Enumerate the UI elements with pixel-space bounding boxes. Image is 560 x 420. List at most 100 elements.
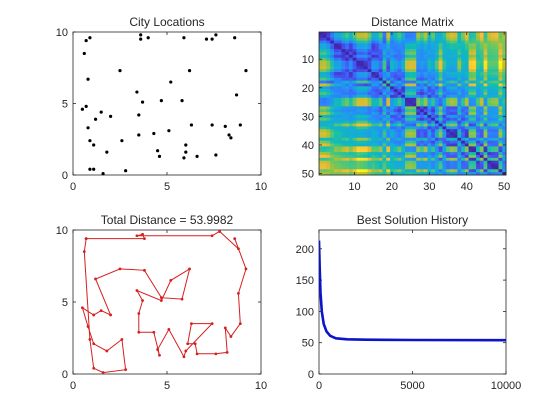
heatmap-cell — [393, 97, 398, 102]
y-tick-label: 150 — [296, 275, 314, 287]
heatmap-cell — [356, 114, 361, 119]
heatmap-cell — [431, 37, 436, 41]
heatmap-cell — [423, 43, 428, 47]
heatmap-cell — [431, 166, 436, 170]
heatmap-cell — [345, 69, 350, 73]
heatmap-cell — [464, 40, 469, 44]
heatmap-cell — [333, 34, 339, 39]
heatmap-cell — [363, 152, 369, 156]
heatmap-cell — [464, 137, 469, 142]
heatmap-cell — [468, 49, 473, 53]
heatmap-cell — [333, 63, 339, 67]
heatmap-cell — [446, 117, 451, 122]
heatmap-cell — [416, 83, 421, 87]
heatmap-cell — [453, 140, 458, 144]
heatmap-cell — [341, 114, 346, 119]
heatmap-cell — [479, 154, 484, 159]
heatmap-cell — [431, 57, 436, 61]
heatmap-cell — [390, 72, 395, 76]
heatmap-cell — [498, 166, 503, 170]
heatmap-cell — [502, 60, 507, 64]
heatmap-cell — [345, 106, 350, 110]
heatmap-cell — [363, 97, 369, 102]
heatmap-cell — [431, 163, 436, 167]
city-point — [99, 110, 103, 114]
heatmap-cell — [382, 137, 387, 142]
heatmap-cell — [326, 69, 331, 73]
heatmap-cell — [337, 32, 342, 36]
heatmap-cell — [326, 129, 331, 133]
heatmap-cell — [352, 100, 357, 104]
heatmap-cell — [390, 97, 395, 102]
heatmap-cell — [319, 117, 324, 122]
heatmap-cell — [453, 49, 458, 53]
heatmap-cell — [401, 152, 406, 156]
heatmap-cell — [375, 46, 380, 50]
heatmap-cell — [449, 157, 455, 162]
heatmap-cell — [326, 112, 331, 116]
heatmap-cell — [434, 80, 440, 84]
heatmap-cell — [375, 137, 380, 142]
heatmap-cell — [419, 160, 425, 164]
route-point — [238, 322, 242, 325]
heatmap-cell — [461, 166, 466, 170]
heatmap-cell — [356, 60, 361, 64]
heatmap-cell — [375, 32, 380, 36]
heatmap-cell — [386, 63, 391, 67]
heatmap-cell — [494, 169, 499, 173]
heatmap-cell — [337, 49, 342, 53]
heatmap-cell — [375, 112, 380, 116]
heatmap-cell — [434, 140, 440, 144]
heatmap-cell — [319, 72, 324, 76]
heatmap-cell — [330, 60, 335, 64]
heatmap-cell — [416, 63, 421, 67]
heatmap-cell — [393, 169, 398, 173]
heatmap-cell — [457, 129, 462, 133]
heatmap-cell — [337, 80, 342, 84]
heatmap-cell — [397, 137, 402, 142]
heatmap-cell — [502, 80, 507, 84]
heatmap-cell — [487, 143, 492, 147]
heatmap-cell — [423, 89, 428, 93]
heatmap-cell — [393, 137, 398, 142]
heatmap-cell — [352, 169, 357, 173]
heatmap-cell — [371, 32, 376, 36]
heatmap-cell — [333, 60, 339, 64]
heatmap-cell — [326, 169, 331, 173]
heatmap-cell — [449, 49, 455, 53]
heatmap-cell — [472, 103, 477, 107]
heatmap-cell — [337, 66, 342, 70]
heatmap-cell — [434, 106, 440, 110]
heatmap-cell — [427, 157, 432, 162]
heatmap-cell — [453, 74, 458, 79]
heatmap-cell — [397, 106, 402, 110]
heatmap-cell — [468, 32, 473, 36]
heatmap-cell — [461, 106, 466, 110]
heatmap-cell — [498, 60, 503, 64]
heatmap-cell — [356, 163, 361, 167]
heatmap-cell — [491, 126, 496, 130]
heatmap-cell — [438, 163, 443, 167]
heatmap-cell — [371, 112, 376, 116]
heatmap-cell — [487, 114, 492, 119]
heatmap-cell — [446, 63, 451, 67]
heatmap-cell — [397, 43, 402, 47]
heatmap-cell — [479, 117, 484, 122]
heatmap-cell — [356, 43, 361, 47]
heatmap-cell — [502, 132, 507, 136]
heatmap-cell — [367, 146, 372, 150]
heatmap-cell — [386, 149, 391, 153]
heatmap-cell — [330, 103, 335, 107]
heatmap-cell — [345, 77, 350, 82]
heatmap-cell — [330, 37, 335, 41]
heatmap-cell — [461, 117, 466, 122]
heatmap-cell — [322, 143, 327, 147]
heatmap-cell — [397, 86, 402, 90]
city-point — [195, 154, 199, 159]
city-point — [187, 69, 192, 73]
heatmap-cell — [438, 129, 443, 133]
heatmap-cell — [457, 149, 462, 153]
heatmap-cell — [487, 77, 492, 82]
heatmap-cell — [382, 106, 387, 110]
heatmap-cell — [498, 132, 503, 136]
